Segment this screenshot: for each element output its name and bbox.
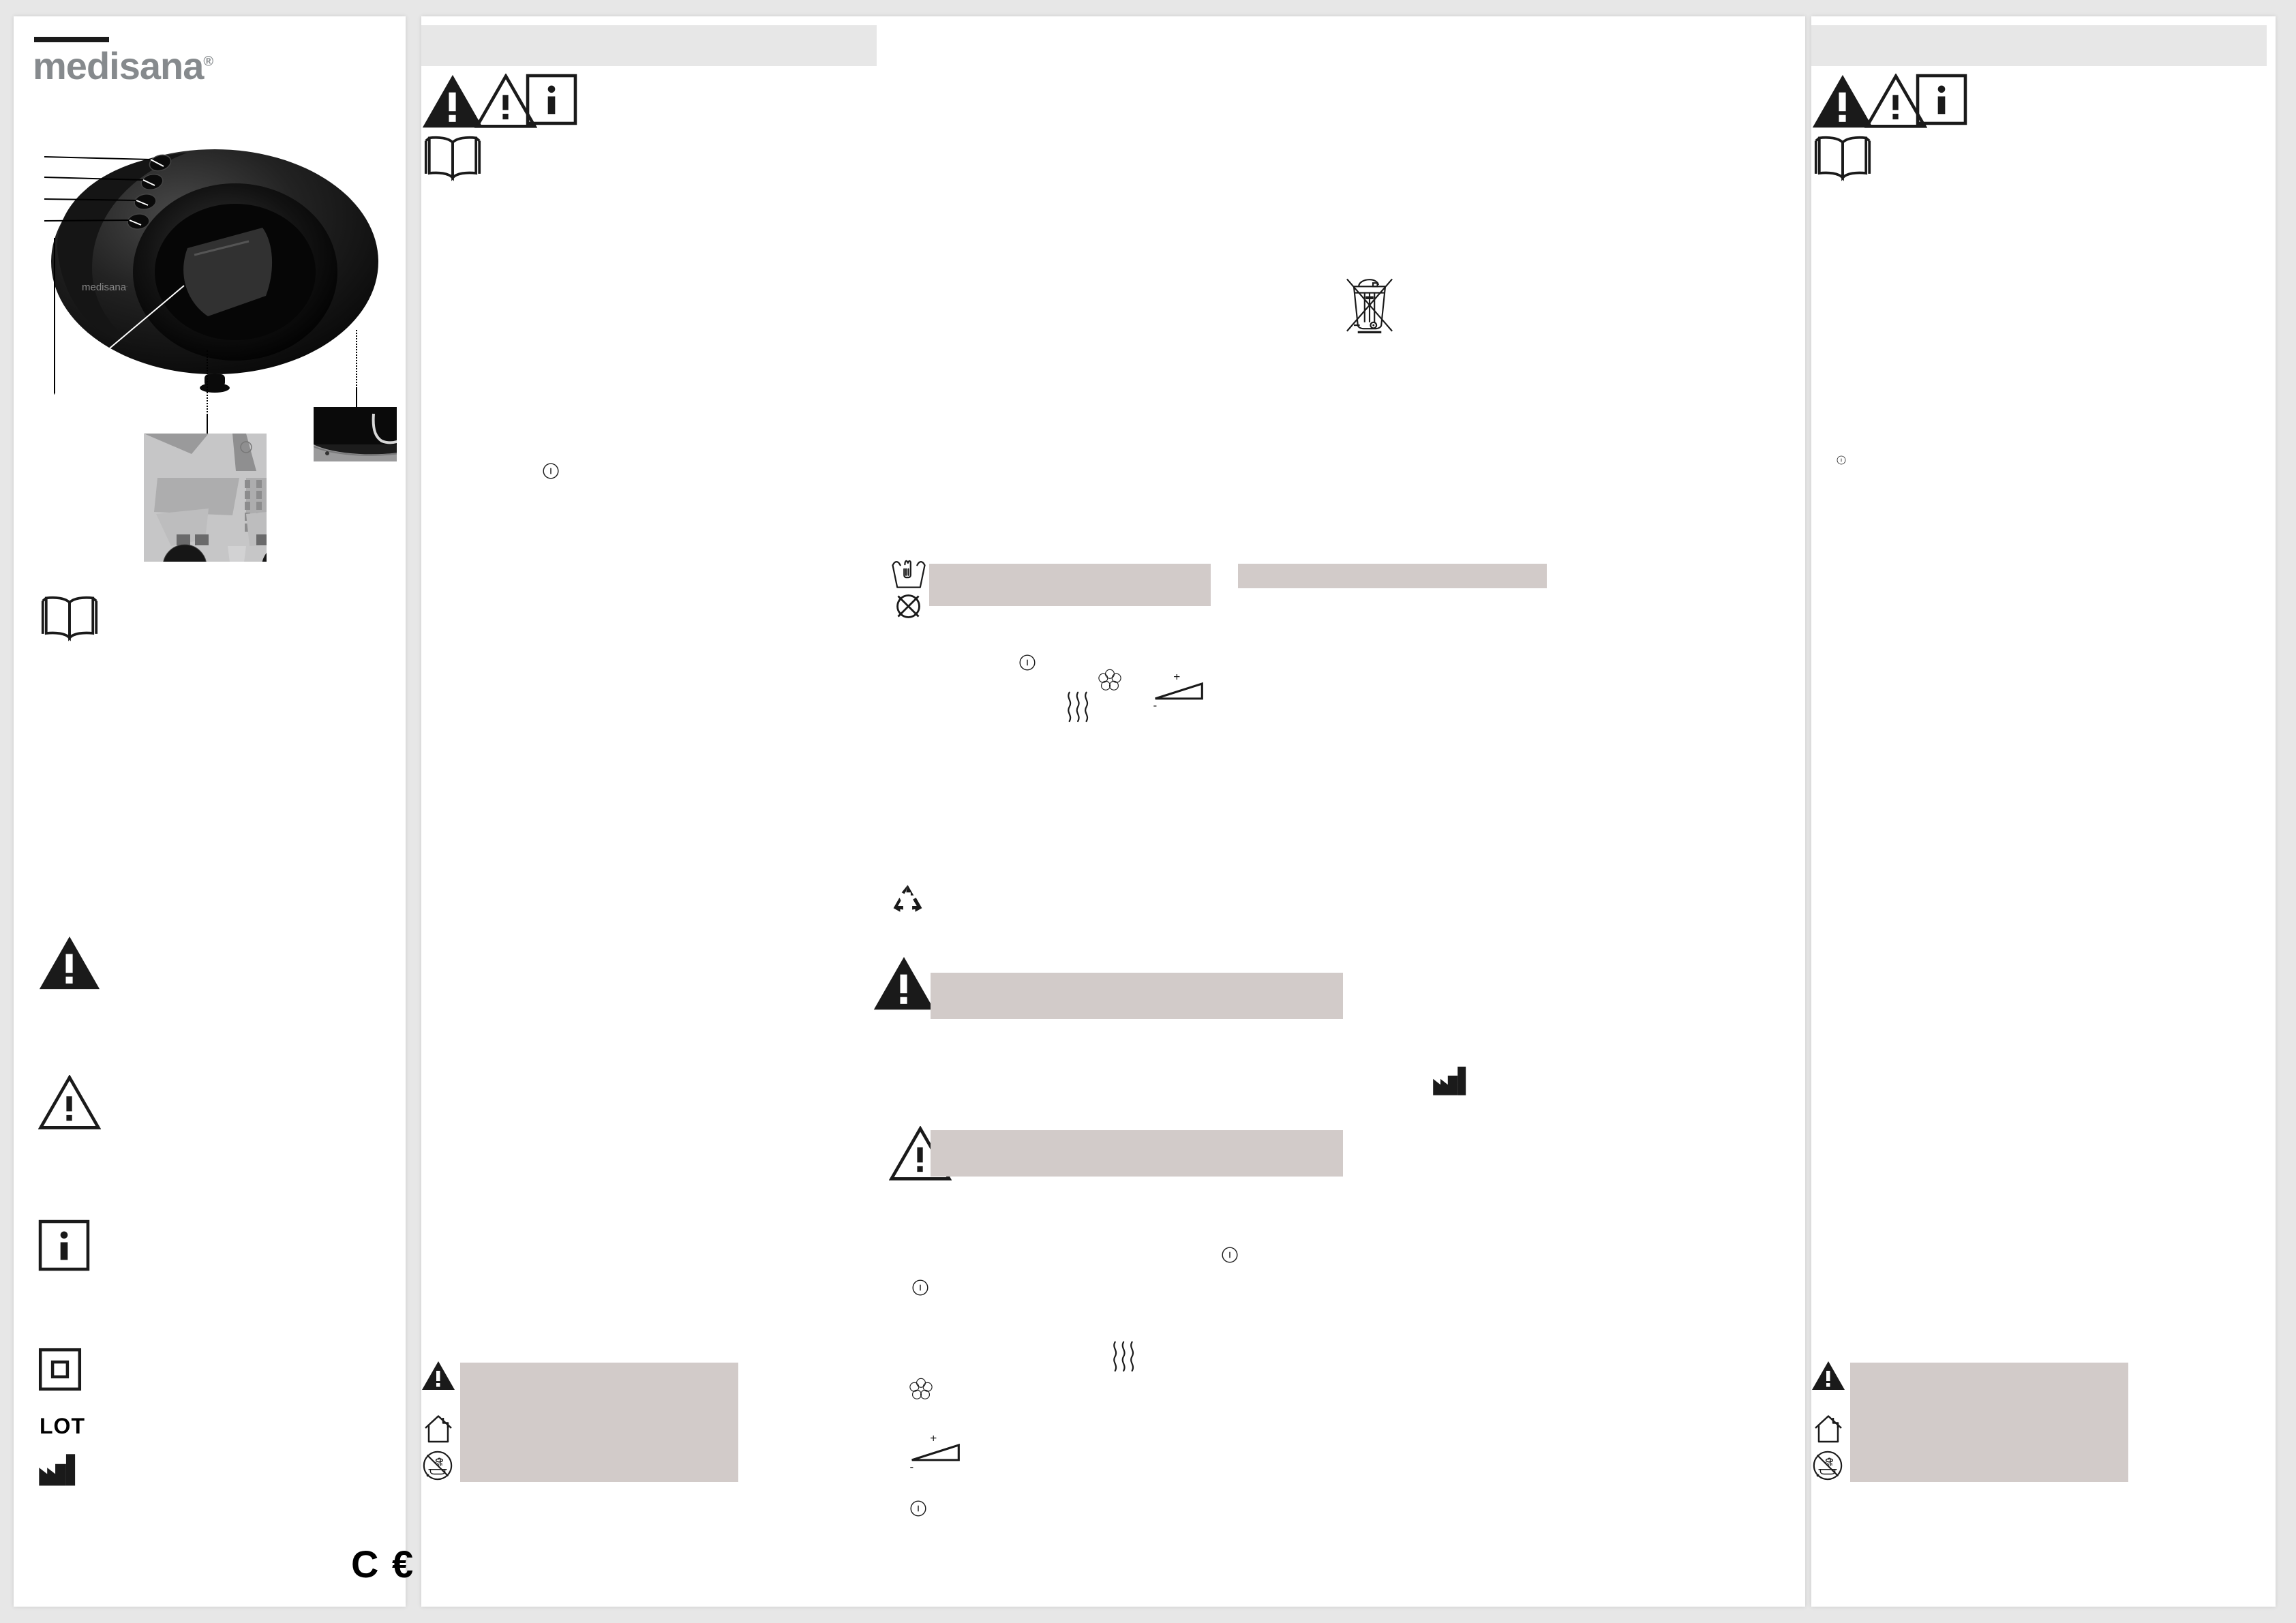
svg-text:-: -: [910, 1459, 914, 1472]
svg-text:medisana.: medisana.: [82, 282, 127, 293]
svg-text:+: +: [1173, 674, 1180, 683]
svg-text:+: +: [930, 1436, 937, 1444]
svg-text:-: -: [1153, 698, 1158, 711]
